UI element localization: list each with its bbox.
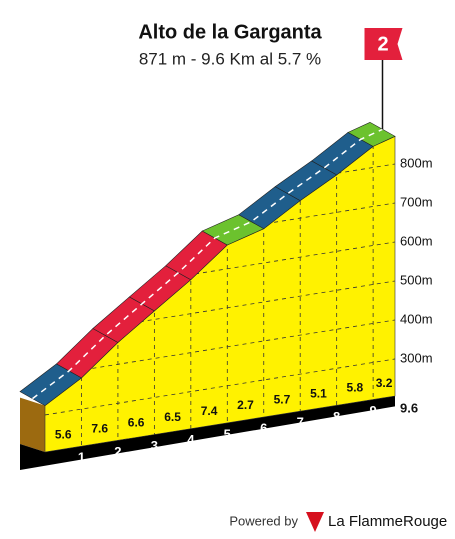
- side-face: [20, 397, 45, 452]
- chart-title: Alto de la Garganta: [138, 21, 322, 43]
- gradient-label: 7.4: [201, 404, 218, 418]
- gradient-label: 5.7: [274, 392, 291, 406]
- gradient-label: 6.6: [128, 416, 145, 430]
- y-tick-label: 400m: [400, 311, 433, 326]
- base-band: [20, 396, 395, 470]
- powered-by: Powered by: [229, 513, 298, 528]
- chart-subtitle: 871 m - 9.6 Km al 5.7 %: [139, 49, 321, 68]
- brand-icon: [306, 512, 324, 532]
- grid-line: [45, 358, 395, 416]
- gradient-label: 2.7: [237, 398, 254, 412]
- x-tick-label: 7: [297, 415, 304, 430]
- center-line: [32, 128, 383, 400]
- distance-label: 9.6: [400, 400, 418, 415]
- gradient-label: 5.6: [55, 427, 72, 441]
- y-tick-label: 800m: [400, 155, 433, 170]
- x-tick-label: 9: [370, 403, 377, 418]
- x-tick-label: 1: [78, 450, 85, 465]
- plot: 300m 400m 500m 600m 700m 800m 1 2 3 4 5 6 7 8 9 9.6 5.6 7…: [19, 28, 433, 470]
- category-label: 2: [377, 33, 388, 55]
- grid-line: [45, 319, 395, 377]
- y-tick-label: 600m: [400, 233, 433, 248]
- gradient-label: 3.2: [376, 376, 393, 390]
- flag: [364, 28, 403, 60]
- gradient-label: 7.6: [91, 421, 108, 435]
- x-tick-label: 6: [260, 420, 267, 435]
- y-tick-label: 300m: [400, 350, 433, 365]
- y-tick-label: 700m: [400, 194, 433, 209]
- x-tick-label: 5: [224, 426, 231, 441]
- brand: La FlammeRouge: [328, 513, 447, 530]
- x-tick-label: 2: [114, 444, 121, 459]
- x-tick-label: 8: [333, 409, 340, 424]
- gradient-label: 5.8: [347, 381, 364, 395]
- profile-face: [44, 135, 396, 453]
- x-tick-label: 4: [187, 432, 195, 447]
- y-tick-label: 500m: [400, 272, 433, 287]
- gradient-label: 6.5: [164, 410, 181, 424]
- x-tick-label: 3: [151, 438, 158, 453]
- gradient-label: 5.1: [310, 386, 327, 400]
